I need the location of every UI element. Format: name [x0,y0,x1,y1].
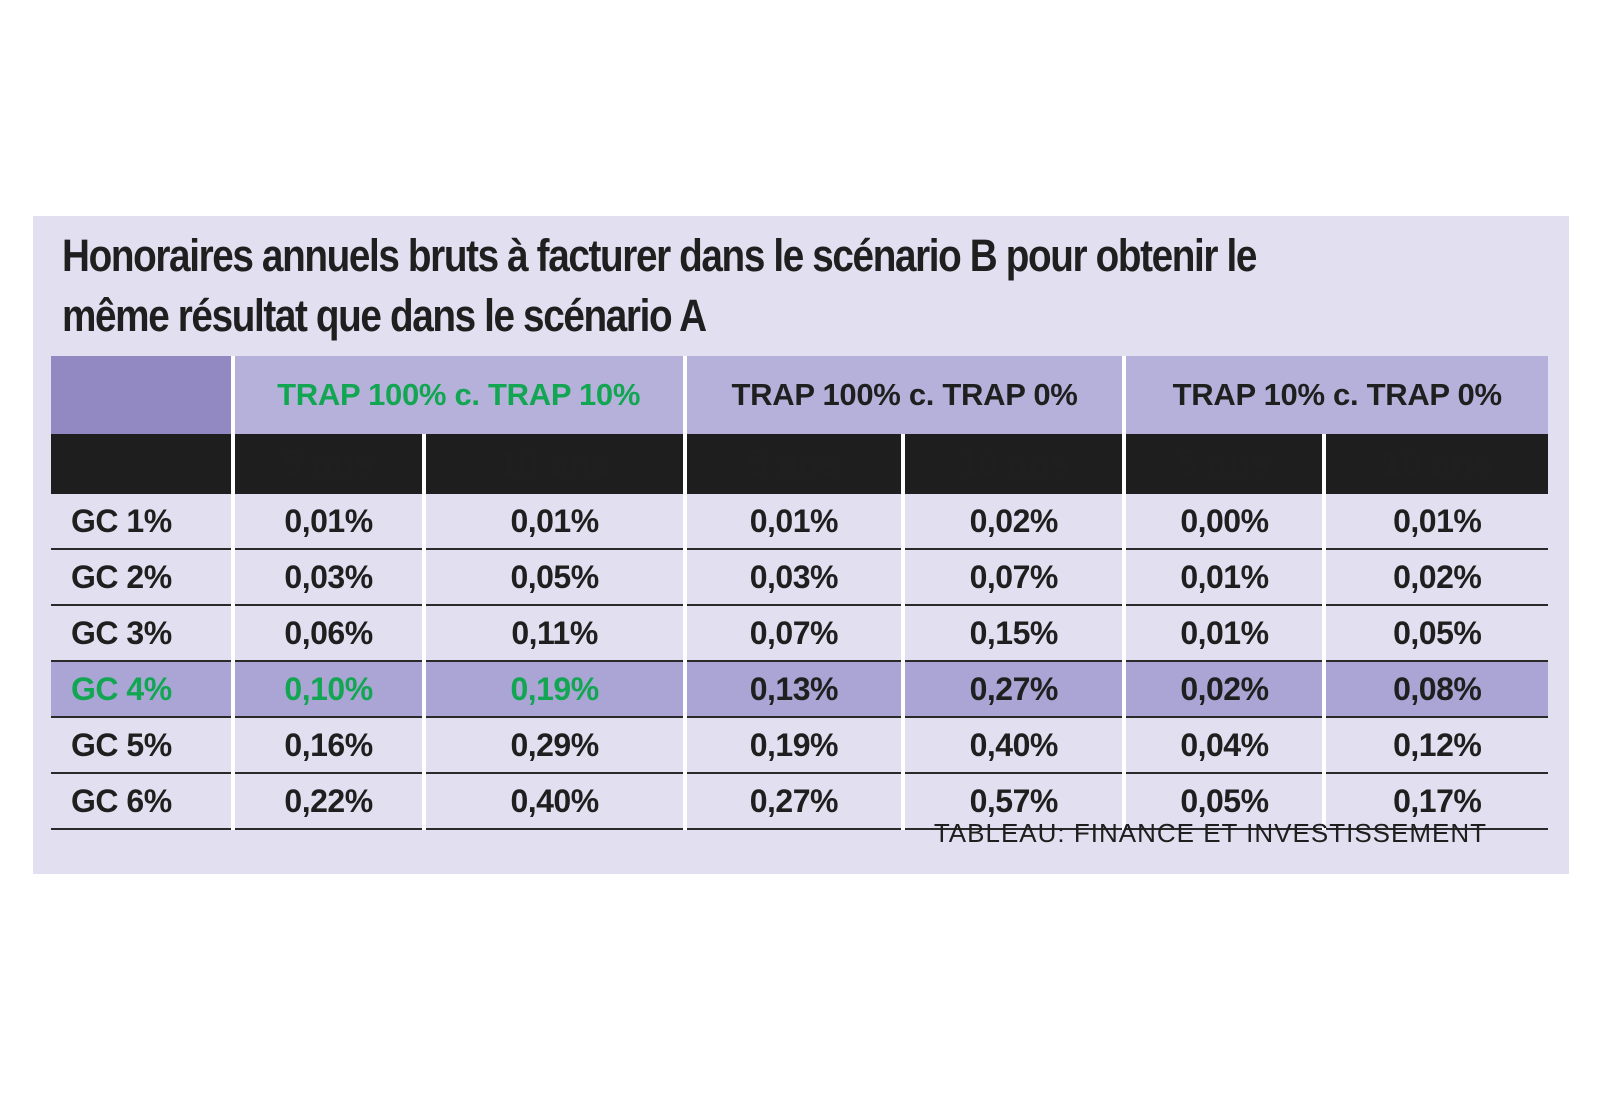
year-header: 10 ans [422,434,685,494]
table-cell: 0,05% [1322,605,1548,662]
table-cell: 0,01% [230,494,425,550]
years-corner-cell [51,434,233,494]
table-cell: 0,19% [422,661,685,718]
table-cell: 0,19% [682,717,904,774]
table-cell: 0,04% [1122,717,1325,774]
year-header: 5 ans [1122,434,1325,494]
table-cell: 0,27% [682,773,904,830]
source-credit: TABLEAU: FINANCE ET INVESTISSEMENT [933,818,1487,848]
table-cell: 0,03% [682,549,904,606]
row-label: GC 6% [51,773,233,830]
group-header-trap100-vs-trap0: TRAP 100% c. TRAP 0% [682,356,1125,434]
table-cell: 0,16% [230,717,425,774]
fees-table: TRAP 100% c. TRAP 10% TRAP 100% c. TRAP … [51,356,1548,830]
table-row: GC 3% 0,06% 0,11% 0,07% 0,15% 0,01% 0,05… [51,605,1548,662]
table-row: GC 1% 0,01% 0,01% 0,01% 0,02% 0,00% 0,01… [51,494,1548,550]
group-header-row: TRAP 100% c. TRAP 10% TRAP 100% c. TRAP … [51,356,1548,434]
table-cell: 0,17% [1322,773,1548,830]
table-cell: 0,27% [901,661,1125,718]
table-row: GC 5% 0,16% 0,29% 0,19% 0,40% 0,04% 0,12… [51,717,1548,774]
year-header: 10 ans [901,434,1125,494]
table-cell: 0,05% [1122,773,1325,830]
table-row: GC 6% 0,22% 0,40% 0,27% 0,57% 0,05% 0,17… [51,773,1548,830]
row-label: GC 5% [51,717,233,774]
table-row-highlighted: GC 4% 0,10% 0,19% 0,13% 0,27% 0,02% 0,08… [51,661,1548,718]
row-label: GC 4% [51,661,233,718]
table-cell: 0,22% [230,773,425,830]
year-header: 10 ans [1322,434,1548,494]
table-cell: 0,02% [1122,661,1325,718]
table-cell: 0,10% [230,661,425,718]
table-cell: 0,01% [1322,494,1548,550]
table-cell: 0,03% [230,549,425,606]
table-cell: 0,07% [901,549,1125,606]
table-cell: 0,06% [230,605,425,662]
table-cell: 0,00% [1122,494,1325,550]
table-cell: 0,57% [901,773,1125,830]
year-header: 5 ans [682,434,904,494]
table-cell: 0,05% [422,549,685,606]
table-cell: 0,40% [422,773,685,830]
table-cell: 0,13% [682,661,904,718]
corner-cell [51,356,233,434]
table-cell: 0,07% [682,605,904,662]
table-cell: 0,08% [1322,661,1548,718]
table-cell: 0,02% [901,494,1125,550]
table-cell: 0,01% [1122,549,1325,606]
table-row: GC 2% 0,03% 0,05% 0,03% 0,07% 0,01% 0,02… [51,549,1548,606]
table-cell: 0,40% [901,717,1125,774]
table-title: Honoraires annuels bruts à facturer dans… [62,230,1257,341]
table-cell: 0,11% [422,605,685,662]
row-label: GC 2% [51,549,233,606]
year-header: 5 ans [230,434,425,494]
years-header-row: 5 ans 10 ans 5 ans 10 ans 5 ans 10 ans [51,434,1548,494]
table-cell: 0,01% [682,494,904,550]
table-card: Honoraires annuels bruts à facturer dans… [33,216,1569,874]
table-cell: 0,01% [422,494,685,550]
row-label: GC 3% [51,605,233,662]
group-header-trap100-vs-trap10: TRAP 100% c. TRAP 10% [230,356,685,434]
table-cell: 0,02% [1322,549,1548,606]
row-label: GC 1% [51,494,233,550]
group-header-trap10-vs-trap0: TRAP 10% c. TRAP 0% [1122,356,1548,434]
table-cell: 0,01% [1122,605,1325,662]
table-cell: 0,12% [1322,717,1548,774]
table-cell: 0,29% [422,717,685,774]
table-cell: 0,15% [901,605,1125,662]
